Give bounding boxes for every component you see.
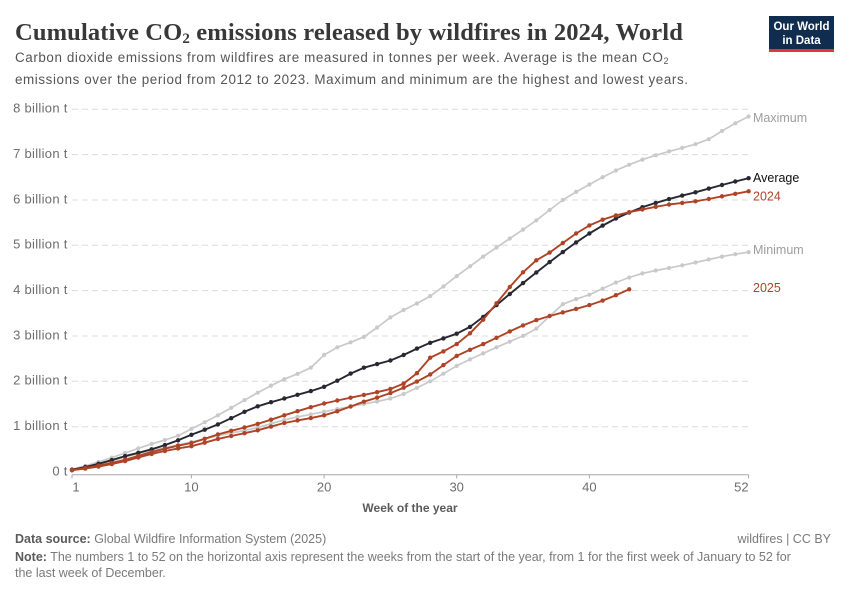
svg-text:4 billion t: 4 billion t bbox=[13, 282, 68, 297]
svg-text:10: 10 bbox=[184, 480, 198, 495]
svg-text:40: 40 bbox=[582, 480, 596, 495]
svg-text:2025: 2025 bbox=[753, 281, 781, 295]
svg-text:1 billion t: 1 billion t bbox=[13, 418, 68, 433]
svg-text:Week of the year: Week of the year bbox=[362, 501, 457, 515]
svg-text:2024: 2024 bbox=[753, 190, 781, 204]
svg-text:6 billion t: 6 billion t bbox=[13, 191, 68, 206]
svg-text:8 billion t: 8 billion t bbox=[13, 101, 68, 116]
svg-text:Average: Average bbox=[753, 171, 799, 185]
svg-text:2 billion t: 2 billion t bbox=[13, 373, 68, 388]
svg-text:5 billion t: 5 billion t bbox=[13, 237, 68, 252]
svg-text:3 billion t: 3 billion t bbox=[13, 327, 68, 342]
svg-text:1: 1 bbox=[72, 480, 79, 495]
svg-text:0 t: 0 t bbox=[52, 463, 67, 478]
svg-text:Maximum: Maximum bbox=[753, 111, 807, 125]
svg-text:52: 52 bbox=[734, 480, 748, 495]
svg-text:30: 30 bbox=[449, 480, 463, 495]
svg-text:20: 20 bbox=[317, 480, 331, 495]
svg-text:7 billion t: 7 billion t bbox=[13, 146, 68, 161]
svg-text:Minimum: Minimum bbox=[753, 243, 804, 257]
